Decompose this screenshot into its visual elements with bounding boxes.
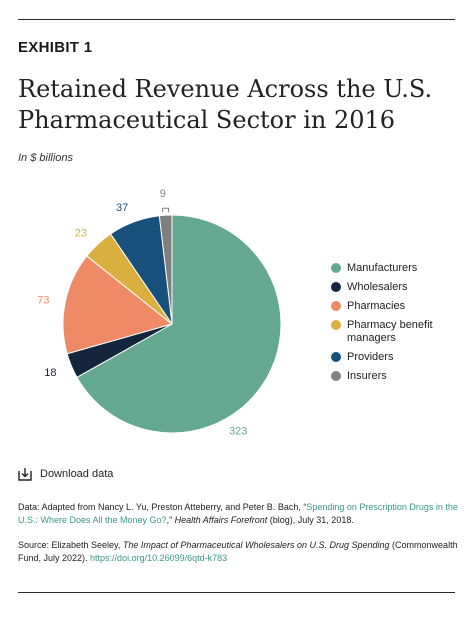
download-icon bbox=[18, 468, 32, 481]
legend-swatch bbox=[331, 263, 341, 273]
legend-label: Wholesalers bbox=[347, 281, 408, 293]
pie-chart: 9 323 18 73 23 37 bbox=[37, 188, 282, 438]
slice-value-label: 18 bbox=[44, 367, 56, 379]
legend-label: Insurers bbox=[347, 370, 387, 382]
source-note-title: The Impact of Pharmaceutical Wholesalers… bbox=[122, 540, 390, 550]
legend-item: Manufacturers bbox=[331, 262, 433, 275]
data-source-link[interactable]: Spending on Prescription Drugs in the U.… bbox=[18, 502, 458, 525]
notes: Data: Adapted from Nancy L. Yu, Preston … bbox=[18, 501, 458, 577]
data-note-suffix: (blog), July 31, 2018. bbox=[267, 515, 354, 525]
chart-title: Retained Revenue Across the U.S. Pharmac… bbox=[18, 74, 458, 136]
bottom-rule bbox=[18, 592, 455, 593]
data-note-journal: Health Affairs Forefront bbox=[174, 515, 268, 525]
legend: Manufacturers Wholesalers Pharmacies Pharma… bbox=[331, 262, 433, 389]
legend-label: Pharmacy benefit bbox=[347, 319, 433, 331]
legend-swatch bbox=[331, 371, 341, 381]
legend-item: Insurers bbox=[331, 370, 433, 383]
legend-item: Pharmacy benefit managers bbox=[331, 319, 433, 345]
legend-swatch bbox=[331, 282, 341, 292]
data-note-prefix: Data: Adapted from Nancy L. Yu, Preston … bbox=[18, 502, 307, 512]
top-rule bbox=[18, 19, 455, 20]
legend-item: Pharmacies bbox=[331, 300, 433, 313]
exhibit-label: EXHIBIT 1 bbox=[18, 39, 93, 56]
legend-label: Pharmacies bbox=[347, 300, 406, 312]
slice-value-label: 23 bbox=[75, 227, 87, 239]
source-note-prefix: Source: Elizabeth Seeley, bbox=[18, 540, 123, 550]
slice-value-label: 37 bbox=[116, 202, 128, 214]
pie-slice bbox=[109, 215, 173, 325]
leader-line bbox=[162, 207, 170, 213]
legend-label: managers bbox=[347, 332, 396, 344]
legend-item: Providers bbox=[331, 351, 433, 364]
legend-item: Wholesalers bbox=[331, 281, 433, 294]
slice-value-label: 9 bbox=[160, 188, 166, 200]
legend-label: Providers bbox=[347, 351, 394, 363]
chart-title-line1: Retained Revenue Across the U.S. bbox=[18, 75, 433, 103]
download-data-label: Download data bbox=[40, 468, 114, 480]
doi-link[interactable]: https://doi.org/10.26099/6qtd-k783 bbox=[90, 553, 228, 563]
legend-label: Manufacturers bbox=[347, 262, 418, 274]
slice-value-label: 323 bbox=[229, 426, 247, 438]
source-note-suffix: (Commonwealth Fund, July 2022). bbox=[18, 540, 458, 563]
legend-swatch bbox=[331, 352, 341, 362]
legend-swatch bbox=[331, 320, 341, 330]
data-note: Data: Adapted from Nancy L. Yu, Preston … bbox=[18, 501, 458, 527]
pie-slice bbox=[62, 255, 174, 355]
units-label: In $ billions bbox=[18, 152, 74, 164]
data-note-after-link: ,” bbox=[166, 515, 175, 525]
pie-slice bbox=[76, 214, 282, 434]
download-data-button[interactable]: Download data bbox=[18, 467, 113, 481]
chart-title-line2: Pharmaceutical Sector in 2016 bbox=[18, 106, 396, 134]
slice-value-label: 73 bbox=[37, 294, 49, 306]
source-note: Source: Elizabeth Seeley, The Impact of … bbox=[18, 539, 458, 565]
legend-swatch bbox=[331, 301, 341, 311]
